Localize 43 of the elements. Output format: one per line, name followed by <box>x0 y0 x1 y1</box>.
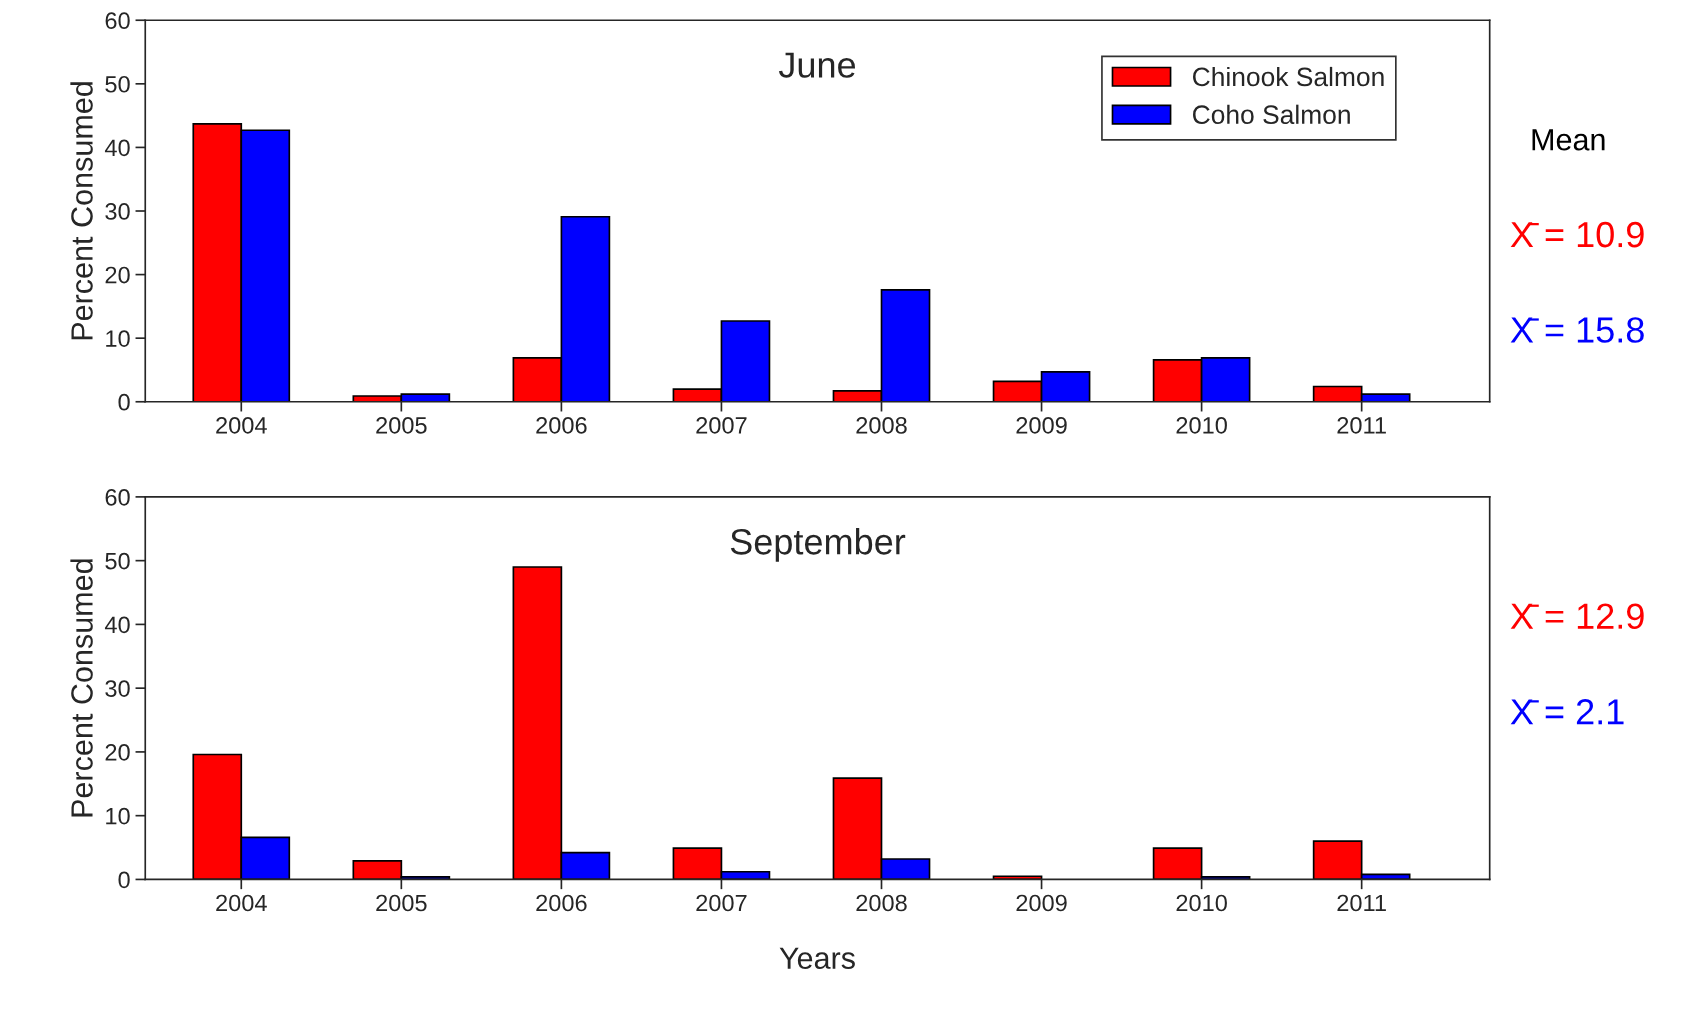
y-tick-label: 30 <box>105 203 130 220</box>
y-tick-label: 0 <box>118 393 130 411</box>
y-tick-label: 10 <box>106 807 130 825</box>
x-tick-label: 2004 <box>216 894 267 912</box>
x-tick-label: 2011 <box>1337 416 1386 434</box>
legend-label: Coho Salmon <box>1193 104 1350 125</box>
y-tick-label: 60 <box>105 488 130 506</box>
text: X̄ = 2.1 <box>1510 699 1624 725</box>
y-tick-label: 40 <box>104 616 130 634</box>
text: X̄ = 15.8 <box>1510 317 1644 343</box>
y-tick-label: 20 <box>105 743 130 761</box>
x-axis-title: Years <box>779 947 855 970</box>
y-tick-label: 0 <box>118 871 130 889</box>
y-tick-label: 50 <box>105 552 130 570</box>
y-tick-label: 20 <box>105 266 130 284</box>
y-tick-label: 60 <box>105 12 130 30</box>
y-tick-label: 50 <box>105 75 130 93</box>
x-tick-label: 2006 <box>536 416 587 434</box>
text: Mean <box>1532 129 1605 151</box>
x-tick-label: 2004 <box>216 416 267 434</box>
x-tick-label: 2005 <box>376 894 427 912</box>
text: June <box>778 52 856 78</box>
x-tick-label: 2006 <box>536 894 587 912</box>
x-tick-label: 2007 <box>696 894 747 912</box>
x-tick-label: 2011 <box>1337 894 1386 912</box>
x-tick-label: 2009 <box>1016 894 1067 912</box>
text: September <box>730 528 906 562</box>
text: X̄ = 10.9 <box>1510 221 1644 248</box>
y-tick-label: 10 <box>106 330 130 347</box>
x-tick-label: 2007 <box>696 416 747 434</box>
y-axis-title: Percent Consumed <box>70 82 93 340</box>
legend-label: Chinook Salmon <box>1193 66 1384 87</box>
x-tick-label: 2005 <box>376 416 427 434</box>
x-tick-label: 2008 <box>856 416 907 434</box>
y-tick-label: 30 <box>105 680 130 697</box>
x-tick-label: 2009 <box>1016 416 1067 434</box>
y-tick-label: 40 <box>104 139 130 157</box>
y-axis-title: Percent Consumed <box>70 559 93 817</box>
x-tick-label: 2008 <box>856 894 907 912</box>
x-tick-label: 2010 <box>1176 416 1227 434</box>
x-tick-label: 2010 <box>1176 894 1227 912</box>
bar <box>992 875 1043 880</box>
text: X̄ = 12.9 <box>1510 603 1644 629</box>
